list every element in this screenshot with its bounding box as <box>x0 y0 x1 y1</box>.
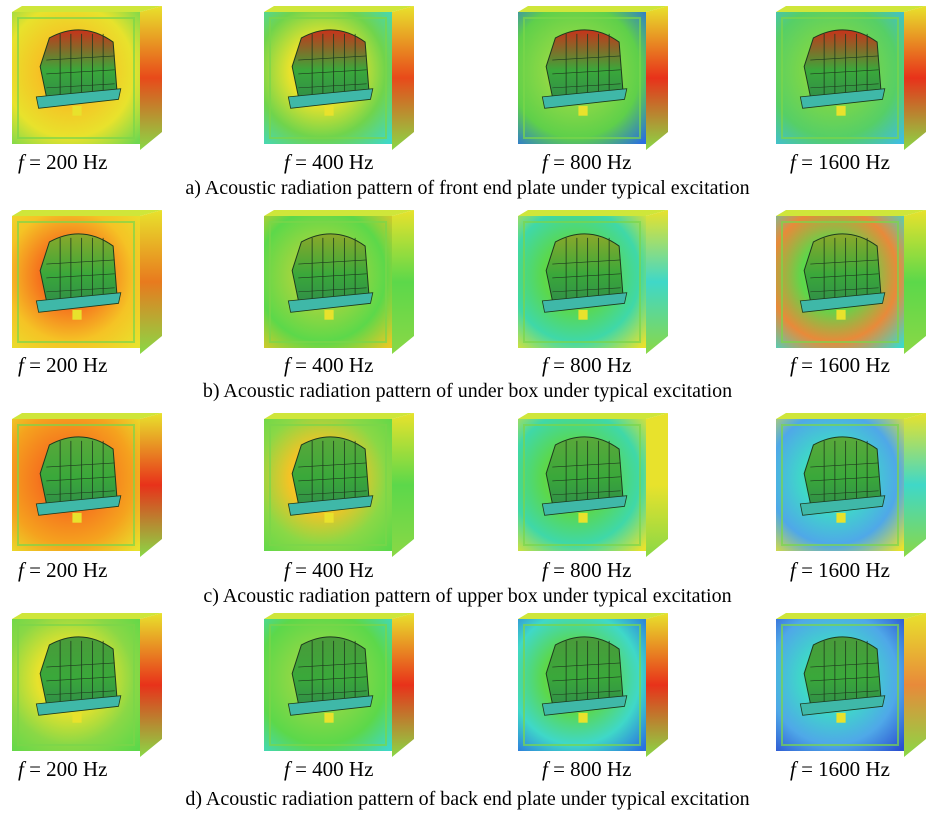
frequency-value: = 1600 Hz <box>795 558 890 582</box>
frequency-label: f = 200 Hz <box>18 353 107 378</box>
frequency-label: f = 400 Hz <box>284 353 373 378</box>
frequency-symbol: f <box>790 150 796 174</box>
panel-caption: d) Acoustic radiation pattern of back en… <box>185 788 750 810</box>
frequency-value: = 800 Hz <box>547 558 632 582</box>
radiation-plot <box>264 413 414 557</box>
panel-caption: a) Acoustic radiation pattern of front e… <box>185 177 750 199</box>
frequency-symbol: f <box>18 757 24 781</box>
frequency-value: = 800 Hz <box>547 150 632 174</box>
frequency-label: f = 1600 Hz <box>790 353 890 378</box>
frequency-symbol: f <box>542 150 548 174</box>
frequency-symbol: f <box>284 757 290 781</box>
frequency-symbol: f <box>790 353 796 377</box>
frequency-label: f = 1600 Hz <box>790 150 890 175</box>
frequency-label: f = 800 Hz <box>542 353 631 378</box>
frequency-symbol: f <box>18 150 24 174</box>
frequency-symbol: f <box>790 558 796 582</box>
frequency-value: = 200 Hz <box>23 558 108 582</box>
frequency-value: = 800 Hz <box>547 757 632 781</box>
frequency-label: f = 800 Hz <box>542 150 631 175</box>
frequency-value: = 200 Hz <box>23 150 108 174</box>
radiation-plot <box>518 6 668 150</box>
radiation-plot <box>12 210 162 354</box>
frequency-label: f = 200 Hz <box>18 558 107 583</box>
frequency-value: = 800 Hz <box>547 353 632 377</box>
frequency-symbol: f <box>542 757 548 781</box>
radiation-plot <box>776 613 926 757</box>
radiation-plot <box>518 413 668 557</box>
frequency-label: f = 1600 Hz <box>790 757 890 782</box>
frequency-label: f = 400 Hz <box>284 757 373 782</box>
frequency-value: = 1600 Hz <box>795 353 890 377</box>
frequency-label: f = 200 Hz <box>18 757 107 782</box>
frequency-value: = 400 Hz <box>289 353 374 377</box>
radiation-plot <box>264 613 414 757</box>
radiation-plot <box>518 613 668 757</box>
frequency-label: f = 200 Hz <box>18 150 107 175</box>
panel-caption: c) Acoustic radiation pattern of upper b… <box>203 585 732 607</box>
panel-caption: b) Acoustic radiation pattern of under b… <box>202 380 733 402</box>
radiation-plot <box>12 413 162 557</box>
radiation-plot <box>264 210 414 354</box>
frequency-symbol: f <box>542 558 548 582</box>
frequency-symbol: f <box>284 558 290 582</box>
frequency-symbol: f <box>18 353 24 377</box>
frequency-symbol: f <box>284 150 290 174</box>
frequency-value: = 400 Hz <box>289 150 374 174</box>
frequency-value: = 1600 Hz <box>795 757 890 781</box>
radiation-plot <box>12 6 162 150</box>
frequency-symbol: f <box>542 353 548 377</box>
frequency-label: f = 400 Hz <box>284 150 373 175</box>
radiation-plot <box>518 210 668 354</box>
frequency-value: = 400 Hz <box>289 757 374 781</box>
frequency-symbol: f <box>790 757 796 781</box>
radiation-plot <box>264 6 414 150</box>
radiation-plot <box>776 413 926 557</box>
radiation-plot <box>776 6 926 150</box>
frequency-value: = 400 Hz <box>289 558 374 582</box>
frequency-label: f = 1600 Hz <box>790 558 890 583</box>
radiation-plot <box>12 613 162 757</box>
frequency-value: = 1600 Hz <box>795 150 890 174</box>
frequency-value: = 200 Hz <box>23 353 108 377</box>
frequency-symbol: f <box>284 353 290 377</box>
frequency-label: f = 800 Hz <box>542 558 631 583</box>
frequency-label: f = 400 Hz <box>284 558 373 583</box>
frequency-symbol: f <box>18 558 24 582</box>
radiation-plot <box>776 210 926 354</box>
frequency-label: f = 800 Hz <box>542 757 631 782</box>
frequency-value: = 200 Hz <box>23 757 108 781</box>
